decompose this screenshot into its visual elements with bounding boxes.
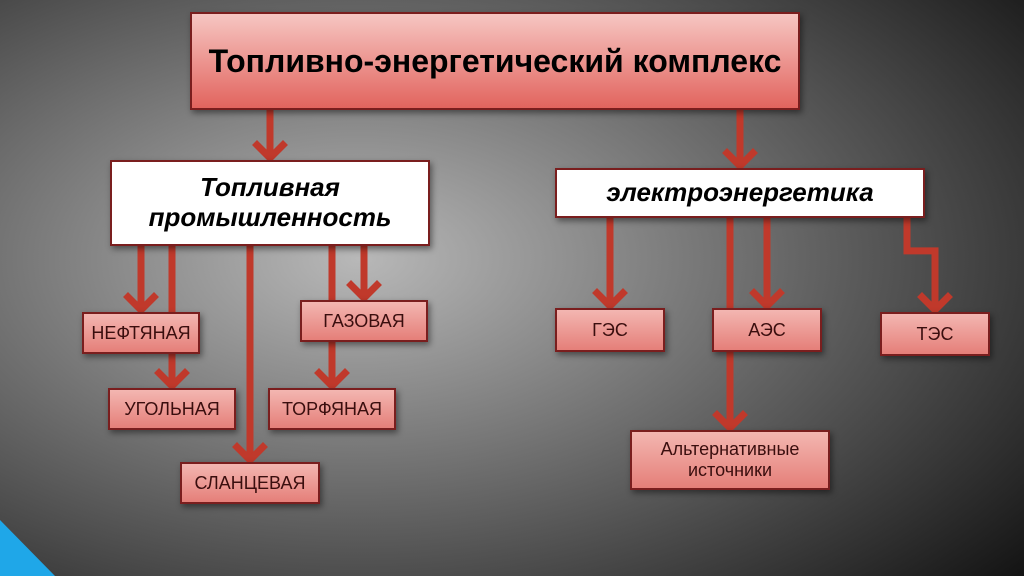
edge-root-power [727,110,753,166]
edge-fuel-oil [128,246,154,310]
node-power: электроэнергетика [555,168,925,218]
node-ges: ГЭС [555,308,665,352]
node-tes: ТЭС [880,312,990,356]
node-label: ГЭС [592,320,628,341]
edge-power-aes [754,218,780,306]
node-label: ТОРФЯНАЯ [282,399,382,420]
node-label: Топливно-энергетический комплекс [209,43,782,80]
node-aes: АЭС [712,308,822,352]
node-label: электроэнергетика [606,178,873,208]
node-label: НЕФТЯНАЯ [91,323,190,344]
node-shale: СЛАНЦЕВАЯ [180,462,320,504]
node-label: ГАЗОВАЯ [323,311,404,332]
node-label: АЭС [748,320,786,341]
edge-root-fuel [257,110,283,158]
accent-triangle [0,520,55,576]
node-coal: УГОЛЬНАЯ [108,388,236,430]
node-peat: ТОРФЯНАЯ [268,388,396,430]
diagram-stage: Топливно-энергетический комплекс Топливна… [0,0,1024,576]
node-root: Топливно-энергетический комплекс [190,12,800,110]
node-alt: Альтернативные источники [630,430,830,490]
node-label: Альтернативные источники [642,439,818,480]
node-label: СЛАНЦЕВАЯ [195,473,306,494]
node-oil: НЕФТЯНАЯ [82,312,200,354]
edge-power-ges [597,218,623,306]
node-label: УГОЛЬНАЯ [124,399,220,420]
node-gas: ГАЗОВАЯ [300,300,428,342]
edge-fuel-shale [237,246,263,460]
node-label: Топливная промышленность [122,173,418,233]
node-fuel: Топливная промышленность [110,160,430,246]
edge-fuel-gas [351,246,377,298]
edge-power-tes [907,218,948,310]
node-label: ТЭС [917,324,954,345]
